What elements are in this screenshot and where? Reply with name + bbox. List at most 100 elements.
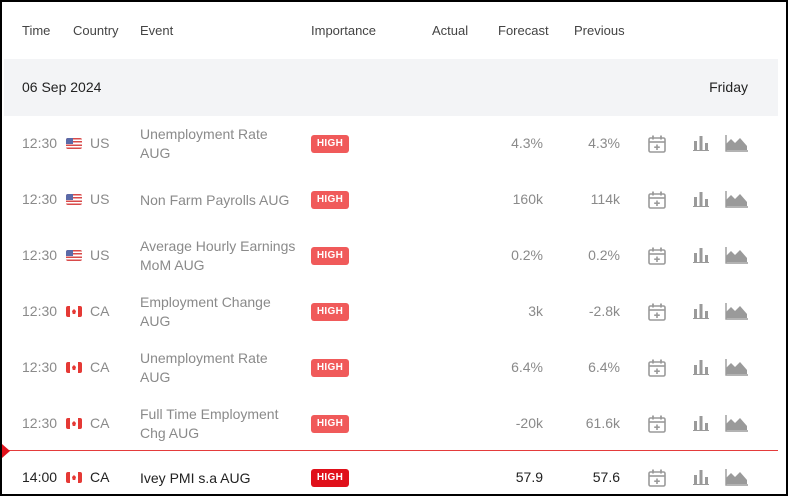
- ca-flag-icon: [66, 418, 82, 429]
- previous-value: 114k: [590, 191, 620, 207]
- event-row[interactable]: 12:30 US Unemployment Rate AUG HIGH 4.3%…: [4, 116, 778, 172]
- event-name-line1: Employment Change: [140, 294, 271, 310]
- area-chart-icon[interactable]: [725, 358, 749, 381]
- forecast-value: 6.4%: [511, 359, 543, 375]
- maple-leaf-icon: [72, 309, 76, 314]
- us-flag-icon: [66, 194, 82, 205]
- header-time: Time: [22, 23, 51, 38]
- calendar-add-icon[interactable]: [647, 302, 667, 327]
- area-chart-icon[interactable]: [725, 302, 749, 325]
- importance-badge: HIGH: [311, 303, 349, 321]
- event-country: CA: [90, 469, 110, 485]
- event-name-line1: Unemployment Rate: [140, 350, 268, 366]
- area-chart-icon[interactable]: [725, 134, 749, 157]
- previous-value: 6.4%: [588, 359, 620, 375]
- event-name-line1: Ivey PMI s.a AUG: [140, 470, 251, 486]
- area-chart-icon[interactable]: [725, 246, 749, 269]
- event-country: US: [90, 135, 110, 151]
- event-country: US: [90, 247, 110, 263]
- calendar-add-icon[interactable]: [647, 134, 667, 159]
- event-name: Unemployment Rate AUG: [140, 349, 310, 387]
- header-actual: Actual: [432, 23, 469, 38]
- forecast-value: -20k: [515, 415, 543, 431]
- bar-chart-icon[interactable]: [693, 302, 709, 325]
- current-time-line: [4, 450, 778, 451]
- event-name-line1: Unemployment Rate: [140, 126, 268, 142]
- event-row[interactable]: 12:30 CA Unemployment Rate AUG HIGH 6.4%…: [4, 340, 778, 396]
- event-name-line2: MoM AUG: [140, 257, 205, 273]
- calendar-add-icon[interactable]: [647, 468, 667, 493]
- us-flag-icon: [66, 138, 82, 149]
- event-time: 14:00: [22, 469, 58, 485]
- header-forecast: Forecast: [498, 23, 549, 38]
- flag-canton: [66, 194, 73, 200]
- header-importance: Importance: [311, 23, 377, 38]
- calendar-add-icon[interactable]: [647, 358, 667, 383]
- event-time: 12:30: [22, 359, 58, 375]
- event-name: Unemployment Rate AUG: [140, 125, 310, 163]
- previous-value: 4.3%: [588, 135, 620, 151]
- calendar-add-icon[interactable]: [647, 190, 667, 215]
- event-name-line2: AUG: [140, 369, 171, 385]
- previous-value: -2.8k: [588, 303, 620, 319]
- importance-badge: HIGH: [311, 191, 349, 209]
- bar-chart-icon[interactable]: [693, 134, 709, 157]
- importance-badge: HIGH: [311, 135, 349, 153]
- event-country: CA: [90, 359, 110, 375]
- event-time: 12:30: [22, 247, 58, 263]
- bar-chart-icon[interactable]: [693, 246, 709, 269]
- area-chart-icon[interactable]: [725, 190, 749, 213]
- header-previous: Previous: [574, 23, 625, 38]
- previous-value: 61.6k: [585, 415, 620, 431]
- forecast-value: 4.3%: [511, 135, 543, 151]
- area-chart-icon[interactable]: [725, 414, 749, 437]
- event-name: Full Time Employment Chg AUG: [140, 405, 310, 443]
- calendar-add-icon[interactable]: [647, 414, 667, 439]
- importance-badge: HIGH: [311, 247, 349, 265]
- bar-chart-icon[interactable]: [693, 468, 709, 491]
- event-name-line1: Average Hourly Earnings: [140, 238, 296, 254]
- event-row[interactable]: 12:30 US Average Hourly Earnings MoM AUG…: [4, 228, 778, 284]
- calendar-add-icon[interactable]: [647, 246, 667, 271]
- importance-badge: HIGH: [311, 415, 349, 433]
- event-country: CA: [90, 415, 110, 431]
- event-country: US: [90, 191, 110, 207]
- current-time-marker: [2, 444, 10, 458]
- us-flag-icon: [66, 250, 82, 261]
- forecast-value: 0.2%: [511, 247, 543, 263]
- event-name-line2: AUG: [140, 145, 171, 161]
- event-row[interactable]: 12:30 CA Employment Change AUG HIGH 3k -…: [4, 284, 778, 340]
- previous-value: 57.6: [592, 469, 620, 485]
- event-country: CA: [90, 303, 110, 319]
- event-time: 12:30: [22, 303, 58, 319]
- maple-leaf-icon: [72, 421, 76, 426]
- area-chart-icon[interactable]: [725, 468, 749, 491]
- ca-flag-icon: [66, 472, 82, 483]
- event-row[interactable]: 12:30 US Non Farm Payrolls AUG HIGH 160k…: [4, 172, 778, 228]
- header-country: Country: [73, 23, 119, 38]
- previous-value: 0.2%: [588, 247, 620, 263]
- bar-chart-icon[interactable]: [693, 190, 709, 213]
- event-row[interactable]: 12:30 CA Full Time Employment Chg AUG HI…: [4, 396, 778, 452]
- event-time: 12:30: [22, 135, 58, 151]
- importance-badge: HIGH: [311, 359, 349, 377]
- event-name-line1: Non Farm Payrolls AUG: [140, 192, 290, 208]
- event-row[interactable]: 14:00 CA Ivey PMI s.a AUG HIGH 57.9 57.6: [4, 451, 778, 494]
- bar-chart-icon[interactable]: [693, 358, 709, 381]
- weekday-label: Friday: [709, 79, 748, 95]
- event-name: Employment Change AUG: [140, 293, 310, 331]
- event-name-line2: AUG: [140, 313, 171, 329]
- header-event: Event: [140, 23, 174, 38]
- forecast-value: 57.9: [515, 469, 543, 485]
- event-time: 12:30: [22, 191, 58, 207]
- event-name: Average Hourly Earnings MoM AUG: [140, 237, 310, 275]
- date-row: 06 Sep 2024 Friday: [4, 59, 778, 116]
- economic-calendar: Time Country Event Importance Actual For…: [2, 2, 778, 494]
- ca-flag-icon: [66, 362, 82, 373]
- forecast-value: 3k: [528, 303, 543, 319]
- table-header: Time Country Event Importance Actual For…: [4, 2, 778, 60]
- event-time: 12:30: [22, 415, 58, 431]
- maple-leaf-icon: [72, 475, 76, 480]
- bar-chart-icon[interactable]: [693, 414, 709, 437]
